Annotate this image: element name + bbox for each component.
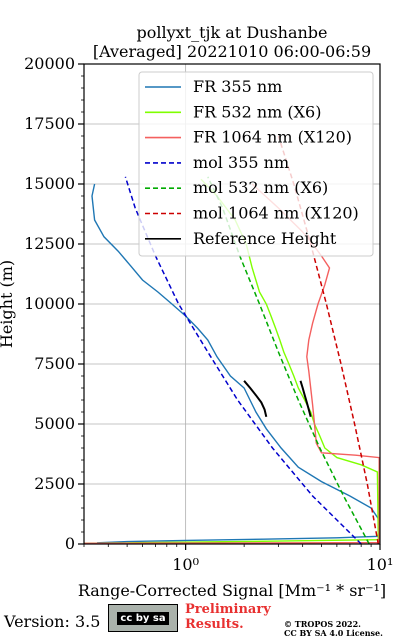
legend: FR 355 nm FR 532 nm (X6) FR 1064 nm (X120)… bbox=[138, 71, 374, 257]
copyright-text: © TROPOS 2022. CC BY SA 4.0 License. bbox=[284, 620, 383, 638]
legend-label: FR 532 nm (X6) bbox=[193, 102, 321, 121]
x-axis-label: Range-Corrected Signal [Mm⁻¹ * sr⁻¹] bbox=[78, 581, 386, 600]
y-tick-label: 5000 bbox=[34, 414, 75, 433]
series-mol-532-nm-x6-line bbox=[207, 176, 370, 545]
series-reference-height-line-b bbox=[299, 380, 312, 418]
series-reference-height-line-a bbox=[243, 380, 268, 418]
y-tick-label: 2500 bbox=[34, 474, 75, 493]
y-tick-label: 0 bbox=[65, 534, 75, 553]
legend-label: Reference Height bbox=[193, 229, 337, 248]
copyright-line-1: © TROPOS 2022. bbox=[284, 619, 361, 629]
legend-label: FR 355 nm bbox=[193, 77, 282, 96]
axis-ticks: 0 2500 5000 7500 10000 12500 15000 17500 20000 10… bbox=[24, 54, 393, 574]
y-tick-label: 15000 bbox=[24, 174, 75, 193]
chart-subtitle: [Averaged] 20221010 06:00-06:59 bbox=[93, 42, 371, 61]
x-tick-label: 10⁰ bbox=[172, 555, 199, 574]
y-tick-label: 12500 bbox=[24, 234, 75, 253]
license-badge-text: cc by sa bbox=[117, 611, 169, 625]
copyright-line-2: CC BY SA 4.0 License. bbox=[284, 628, 383, 638]
y-tick-label: 20000 bbox=[24, 54, 75, 73]
chart-title: pollyxt_tjk at Dushanbe bbox=[136, 23, 327, 42]
legend-label: mol 532 nm (X6) bbox=[193, 178, 328, 197]
series-fr-355-nm-line bbox=[91, 183, 380, 544]
x-tick-label: 10¹ bbox=[367, 555, 394, 574]
y-tick-label: 10000 bbox=[24, 294, 75, 313]
preliminary-text: Preliminary Results. bbox=[185, 602, 271, 632]
preliminary-line-1: Preliminary bbox=[185, 602, 271, 617]
legend-label: mol 355 nm bbox=[193, 153, 289, 172]
preliminary-line-2: Results. bbox=[185, 617, 244, 632]
legend-label: FR 1064 nm (X120) bbox=[193, 128, 352, 147]
series-fr-532-nm-x6-line bbox=[83, 178, 380, 544]
version-text: Version: 3.5 bbox=[4, 612, 101, 631]
y-tick-label: 17500 bbox=[24, 114, 75, 133]
legend-box bbox=[138, 71, 374, 257]
legend-label: mol 1064 nm (X120) bbox=[193, 204, 359, 223]
y-axis-label: Height (m) bbox=[0, 260, 16, 348]
series-mol-355-nm-line bbox=[124, 176, 362, 545]
y-tick-label: 7500 bbox=[34, 354, 75, 373]
cc-license-badge: cc by sa bbox=[108, 604, 178, 632]
